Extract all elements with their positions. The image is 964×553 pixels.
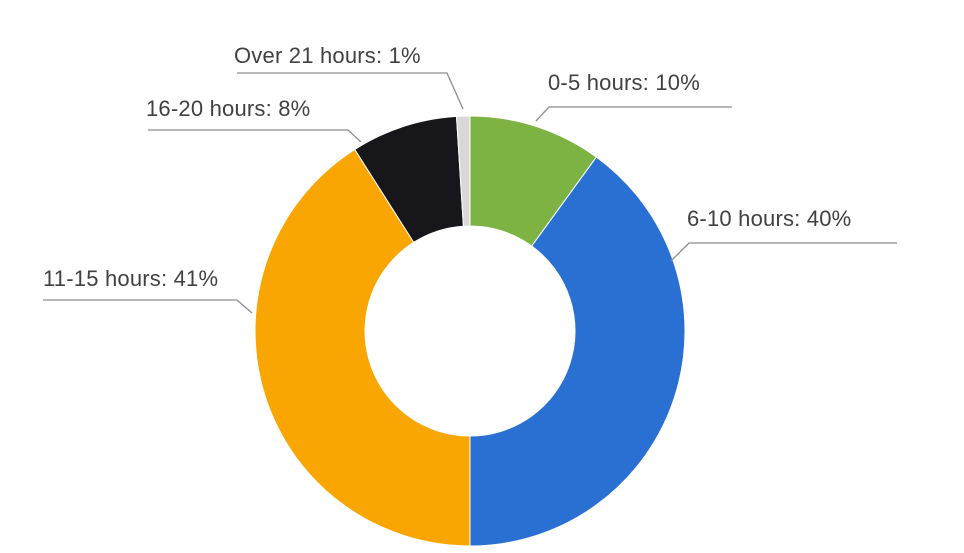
callout-label-0-5-hours: 0-5 hours: 10% — [548, 70, 700, 95]
callout-label-11-15-hours: 11-15 hours: 41% — [43, 266, 219, 291]
leader-line-0-5-hours — [535, 106, 732, 122]
leader-lines-group — [43, 72, 897, 314]
pie-slice-6-10-hours — [469, 156, 686, 547]
leader-line-over-21-hours — [237, 72, 464, 110]
callout-label-6-10-hours: 6-10 hours: 40% — [687, 206, 852, 231]
donut-slices-group — [254, 115, 686, 547]
pie-slice-11-15-hours — [254, 148, 471, 547]
callout-label-16-20-hours: 16-20 hours: 8% — [146, 96, 311, 121]
pie-slice-over-21-hours — [456, 115, 471, 227]
leader-line-16-20-hours — [148, 129, 362, 143]
callout-label-over-21-hours: Over 21 hours: 1% — [234, 43, 421, 68]
leader-line-11-15-hours — [43, 299, 253, 314]
leader-line-6-10-hours — [670, 242, 897, 262]
